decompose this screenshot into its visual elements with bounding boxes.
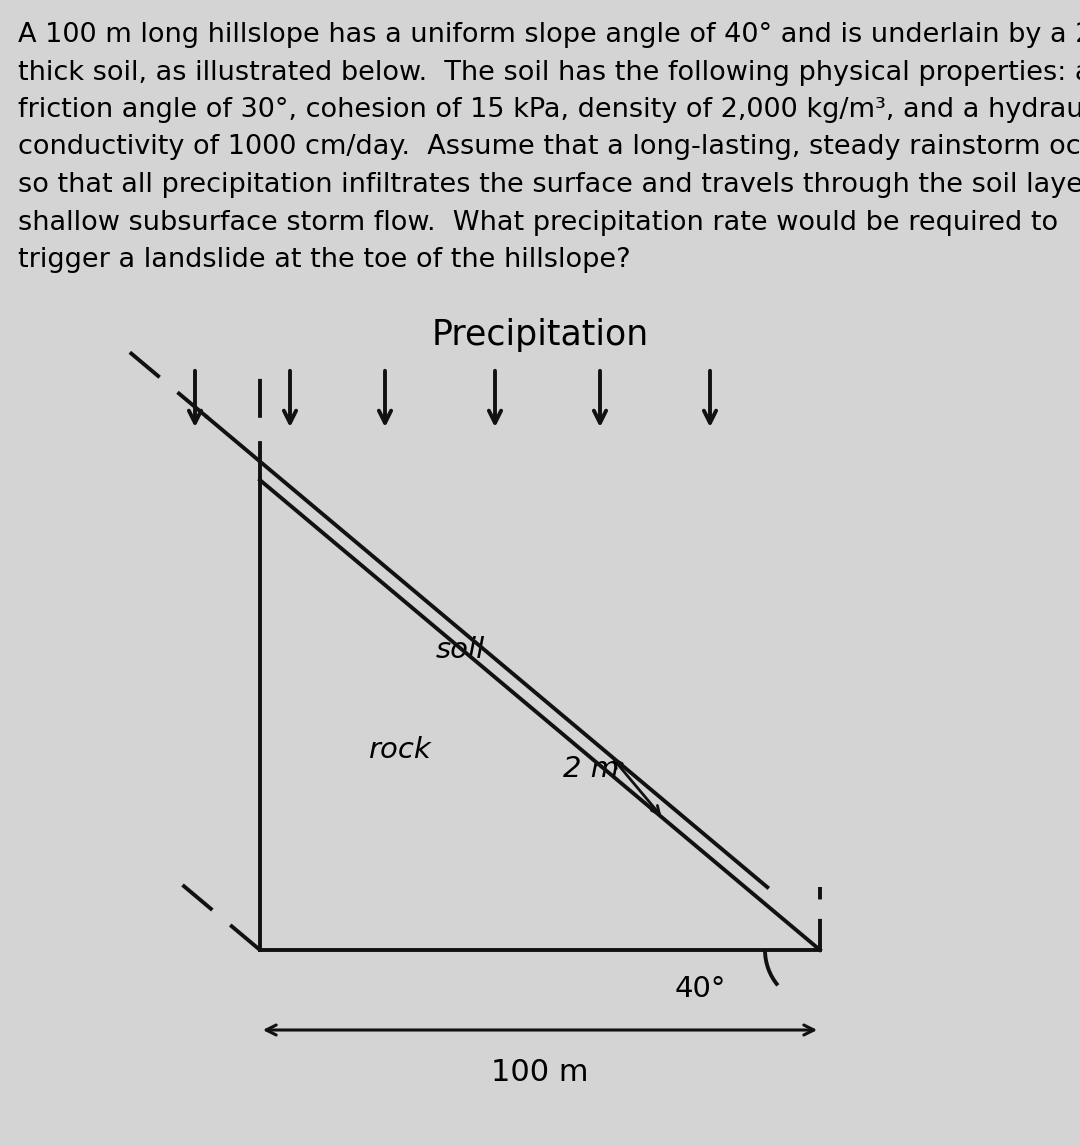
- Text: conductivity of 1000 cm/day.  Assume that a long-lasting, steady rainstorm occur: conductivity of 1000 cm/day. Assume that…: [18, 134, 1080, 160]
- Text: friction angle of 30°, cohesion of 15 kPa, density of 2,000 kg/m³, and a hydraul: friction angle of 30°, cohesion of 15 kP…: [18, 97, 1080, 123]
- Text: rock: rock: [368, 736, 431, 764]
- Text: so that all precipitation infiltrates the surface and travels through the soil l: so that all precipitation infiltrates th…: [18, 172, 1080, 198]
- Text: A 100 m long hillslope has a uniform slope angle of 40° and is underlain by a 2 : A 100 m long hillslope has a uniform slo…: [18, 22, 1080, 48]
- Text: soil: soil: [435, 635, 485, 664]
- Text: 2 m: 2 m: [563, 755, 619, 783]
- Text: thick soil, as illustrated below.  The soil has the following physical propertie: thick soil, as illustrated below. The so…: [18, 60, 1080, 86]
- Text: 40°: 40°: [674, 976, 726, 1003]
- Text: Precipitation: Precipitation: [431, 318, 649, 352]
- Text: 100 m: 100 m: [491, 1058, 589, 1087]
- Text: shallow subsurface storm flow.  What precipitation rate would be required to: shallow subsurface storm flow. What prec…: [18, 210, 1058, 236]
- Text: trigger a landslide at the toe of the hillslope?: trigger a landslide at the toe of the hi…: [18, 247, 631, 273]
